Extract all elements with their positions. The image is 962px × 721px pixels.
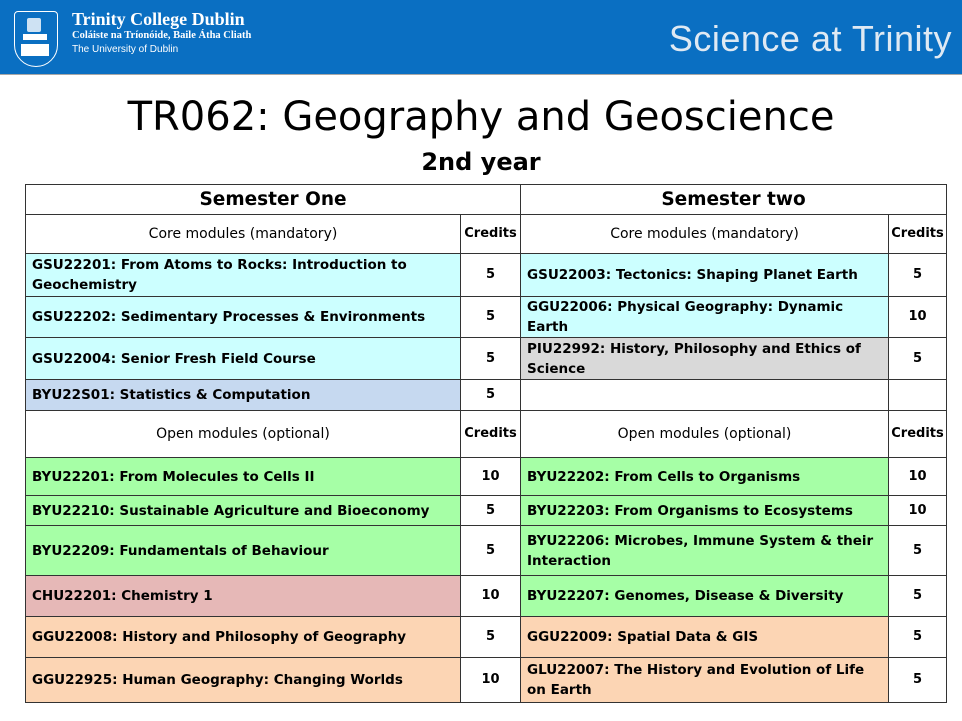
tcd-wordmark: Trinity College Dublin Coláiste na Tríon… bbox=[72, 9, 251, 57]
module-cell-left: BYU22210: Sustainable Agriculture and Bi… bbox=[25, 495, 461, 526]
credits-header: Credits bbox=[459, 214, 522, 254]
credits-header: Credits bbox=[888, 214, 948, 254]
credits-cell-right bbox=[888, 379, 948, 411]
module-cell-right: GSU22003: Tectonics: Shaping Planet Eart… bbox=[520, 253, 890, 297]
core-header-row: Core modules (mandatory) Credits Core mo… bbox=[25, 214, 948, 254]
semester-one-header: Semester One bbox=[24, 184, 522, 215]
module-row: BYU22201: From Molecules to Cells II 10 BY… bbox=[25, 457, 948, 496]
credits-cell-left: 5 bbox=[459, 525, 522, 576]
credits-cell-right: 5 bbox=[888, 337, 948, 380]
module-row: BYU22210: Sustainable Agriculture and Bi… bbox=[25, 495, 948, 526]
module-cell-left: BYU22S01: Statistics & Computation bbox=[25, 379, 461, 411]
module-cell-right: BYU22207: Genomes, Disease & Diversity bbox=[520, 575, 890, 617]
university-name: The University of Dublin bbox=[72, 44, 179, 55]
core-modules-header: Core modules (mandatory) bbox=[520, 214, 890, 254]
module-cell-left: GGU22925: Human Geography: Changing Worl… bbox=[25, 657, 461, 703]
credits-cell-left: 5 bbox=[459, 253, 522, 297]
module-cell-left: CHU22201: Chemistry 1 bbox=[25, 575, 461, 617]
irish-name: Coláiste na Tríonóide, Baile Átha Cliath bbox=[72, 30, 252, 41]
module-cell-left: GSU22201: From Atoms to Rocks: Introduct… bbox=[25, 253, 461, 297]
module-row: GSU22004: Senior Fresh Field Course 5 PIU2… bbox=[25, 337, 948, 380]
core-modules-header: Core modules (mandatory) bbox=[25, 214, 461, 254]
credits-cell-right: 5 bbox=[888, 657, 948, 703]
open-modules-header: Open modules (optional) bbox=[25, 410, 461, 458]
credits-cell-left: 5 bbox=[459, 337, 522, 380]
page-subtitle: 2nd year bbox=[421, 148, 541, 176]
module-cell-left: BYU22209: Fundamentals of Behaviour bbox=[25, 525, 461, 576]
credits-cell-right: 10 bbox=[888, 296, 948, 338]
module-cell-right: GGU22009: Spatial Data & GIS bbox=[520, 616, 890, 658]
module-cell-right bbox=[520, 379, 890, 411]
module-cell-right: BYU22203: From Organisms to Ecosystems bbox=[520, 495, 890, 526]
header-banner: Trinity College Dublin Coláiste na Tríon… bbox=[0, 0, 962, 75]
module-cell-right: GLU22007: The History and Evolution of L… bbox=[520, 657, 890, 703]
page-title: TR062: Geography and Geoscience bbox=[127, 94, 835, 140]
credits-cell-right: 5 bbox=[888, 616, 948, 658]
credits-header: Credits bbox=[888, 410, 948, 458]
credits-cell-left: 5 bbox=[459, 616, 522, 658]
credits-cell-right: 5 bbox=[888, 525, 948, 576]
semester-header-row: Semester One Semester two bbox=[24, 184, 948, 215]
credits-cell-right: 10 bbox=[888, 457, 948, 496]
semester-two-header: Semester two bbox=[520, 184, 948, 215]
credits-cell-left: 5 bbox=[459, 296, 522, 338]
tcd-crest-logo bbox=[14, 11, 58, 67]
credits-cell-left: 5 bbox=[459, 495, 522, 526]
module-cell-left: BYU22201: From Molecules to Cells II bbox=[25, 457, 461, 496]
open-modules-header: Open modules (optional) bbox=[520, 410, 890, 458]
module-row: GSU22201: From Atoms to Rocks: Introduct… bbox=[25, 253, 948, 297]
module-cell-right: PIU22992: History, Philosophy and Ethics… bbox=[520, 337, 890, 380]
college-name: Trinity College Dublin bbox=[72, 9, 245, 29]
module-row: BYU22S01: Statistics & Computation 5 bbox=[25, 379, 948, 411]
module-cell-left: GGU22008: History and Philosophy of Geog… bbox=[25, 616, 461, 658]
credits-cell-right: 5 bbox=[888, 253, 948, 297]
module-row: GGU22008: History and Philosophy of Geog… bbox=[25, 616, 948, 658]
credits-cell-left: 10 bbox=[459, 575, 522, 617]
modules-table: Semester One Semester two Core modules (… bbox=[24, 184, 948, 703]
module-row: CHU22201: Chemistry 1 10 BYU22207: Genomes… bbox=[25, 575, 948, 617]
science-at-trinity-title: Science at Trinity bbox=[668, 18, 952, 59]
credits-cell-left: 10 bbox=[459, 657, 522, 703]
module-cell-left: GSU22004: Senior Fresh Field Course bbox=[25, 337, 461, 380]
credits-header: Credits bbox=[459, 410, 522, 458]
module-cell-right: BYU22206: Microbes, Immune System & thei… bbox=[520, 525, 890, 576]
credits-cell-right: 10 bbox=[888, 495, 948, 526]
module-row: BYU22209: Fundamentals of Behaviour 5 BYU2… bbox=[25, 525, 948, 576]
credits-cell-right: 5 bbox=[888, 575, 948, 617]
module-cell-right: GGU22006: Physical Geography: Dynamic Ea… bbox=[520, 296, 890, 338]
credits-cell-left: 5 bbox=[459, 379, 522, 411]
module-cell-right: BYU22202: From Cells to Organisms bbox=[520, 457, 890, 496]
module-cell-left: GSU22202: Sedimentary Processes & Enviro… bbox=[25, 296, 461, 338]
module-row: GGU22925: Human Geography: Changing Worl… bbox=[25, 657, 948, 703]
credits-cell-left: 10 bbox=[459, 457, 522, 496]
open-header-row: Open modules (optional) Credits Open modul… bbox=[25, 410, 948, 458]
module-row: GSU22202: Sedimentary Processes & Enviro… bbox=[25, 296, 948, 338]
